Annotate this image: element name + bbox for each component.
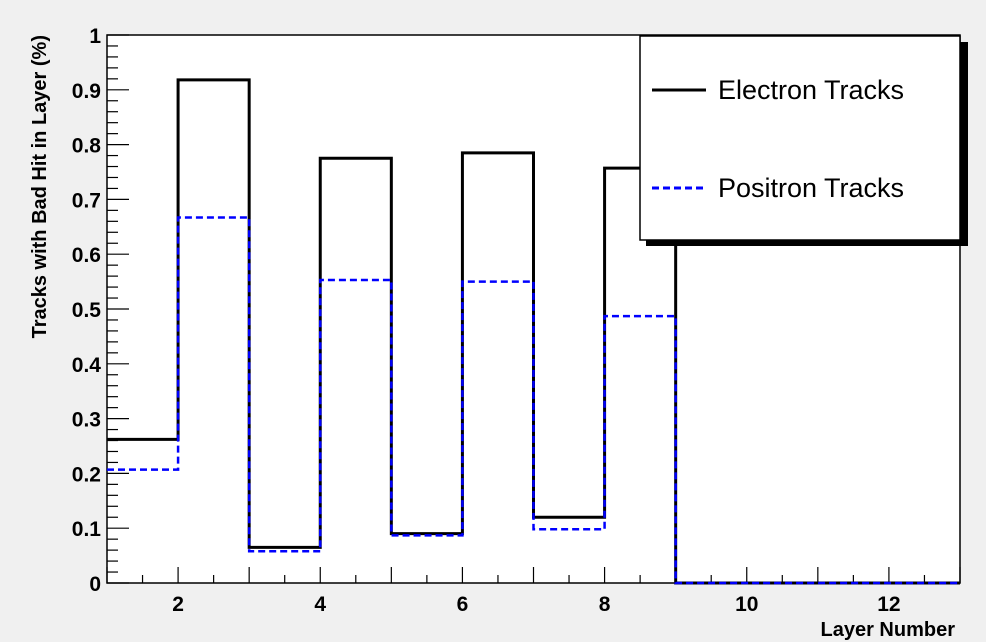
x-tick-label: 12 bbox=[877, 593, 900, 616]
y-tick-label: 0.6 bbox=[72, 244, 101, 267]
y-tick-label: 0 bbox=[89, 573, 101, 596]
y-tick-label: 0.1 bbox=[72, 518, 102, 541]
legend-positron-label: Positron Tracks bbox=[718, 173, 904, 203]
x-tick-label: 4 bbox=[314, 593, 326, 616]
y-tick-label: 0.7 bbox=[72, 189, 101, 212]
y-tick-label: 0.4 bbox=[72, 354, 102, 377]
x-axis-title: Layer Number bbox=[821, 619, 956, 641]
y-tick-label: 0.5 bbox=[72, 299, 102, 322]
x-tick-label: 8 bbox=[599, 593, 611, 616]
positron-series-line bbox=[107, 216, 960, 585]
x-tick-label: 10 bbox=[735, 593, 758, 616]
legend-box bbox=[639, 35, 961, 241]
y-tick-label: 0.9 bbox=[72, 80, 101, 103]
y-tick-label: 0.2 bbox=[72, 463, 101, 486]
y-tick-label: 0.8 bbox=[72, 135, 102, 158]
axis-ticks: 2 4 6 8 10 12 0 0.1 0.2 0.3 0.4 0.5 0.6 0.7 0.8 0.9 1 bbox=[72, 25, 961, 616]
legend: Electron Tracks Positron Tracks bbox=[639, 35, 968, 246]
series-lines bbox=[107, 78, 960, 585]
y-axis-title: Tracks with Bad Hit in Layer (%) bbox=[29, 35, 51, 338]
y-tick-label: 1 bbox=[89, 25, 101, 48]
x-tick-label: 6 bbox=[457, 593, 469, 616]
legend-electron-label: Electron Tracks bbox=[718, 75, 904, 105]
y-tick-label: 0.3 bbox=[72, 409, 101, 432]
x-tick-label: 2 bbox=[172, 593, 184, 616]
